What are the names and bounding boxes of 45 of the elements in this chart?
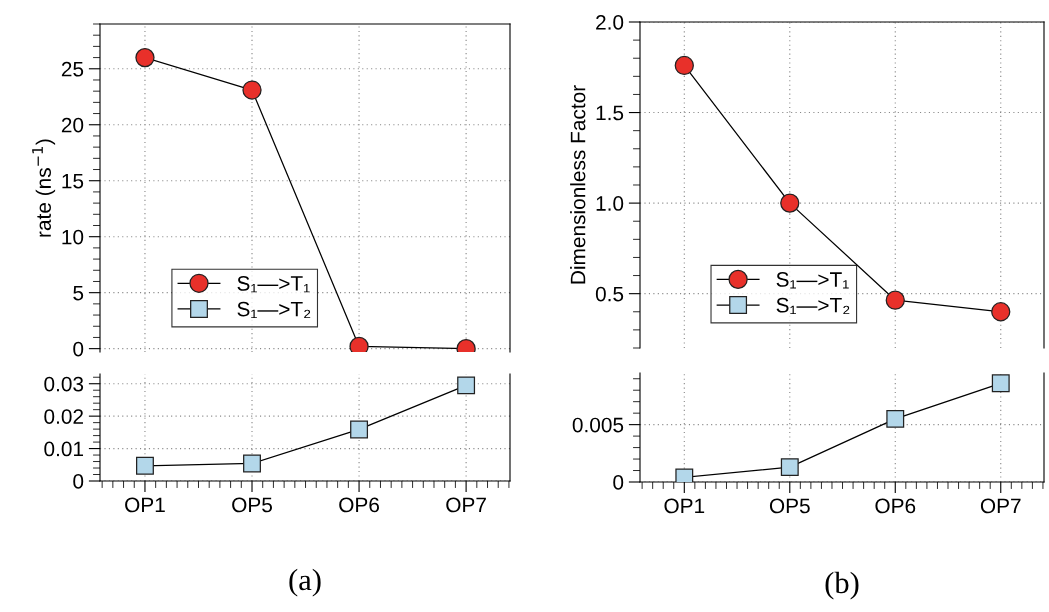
x-tick-label: OP1: [125, 497, 165, 513]
point: [135, 47, 155, 68]
x-tick-label: OP7: [980, 498, 1021, 514]
y-tick-label: 0.005: [572, 417, 624, 433]
point: [457, 376, 476, 395]
point: [243, 454, 261, 473]
x-tick-label: OP5: [232, 497, 272, 513]
point: [885, 290, 905, 310]
point: [350, 420, 369, 439]
text: (a): [289, 568, 321, 597]
y-tick-label: 0.01: [44, 441, 84, 457]
point: [674, 55, 694, 76]
point: [991, 374, 1010, 393]
y-tick-label: 0: [613, 475, 624, 490]
y-tick-label: 2.0: [596, 15, 624, 30]
x-tick-label: OP7: [446, 497, 486, 513]
point: [780, 458, 799, 477]
y-tick-label: 0.5: [595, 286, 624, 302]
y-tick-label: 1.0: [596, 196, 624, 211]
point: [991, 302, 1011, 322]
x-tick-label: OP6: [339, 497, 379, 513]
legend-label: S₁—>T₁: [776, 272, 849, 289]
text: (b): [825, 571, 859, 600]
y-tick-label: 10: [62, 229, 84, 245]
y-tick-label: 20: [61, 117, 84, 133]
y-tick-label: 0: [73, 341, 84, 357]
point: [886, 409, 905, 428]
point: [136, 456, 154, 475]
y-tick-label: 0.02: [44, 409, 83, 424]
legend-label: S₁—>T₁: [237, 276, 310, 293]
y-tick-label: 25: [61, 61, 84, 77]
y-tick-label: 1.5: [596, 105, 624, 121]
x-tick-label: OP1: [664, 498, 705, 514]
x-tick-label: OP6: [875, 498, 916, 514]
legend-label: S₁—>T₂: [237, 301, 311, 319]
y-axis-title: rate (ns$^{−1}$): [32, 139, 56, 237]
point: [780, 193, 800, 213]
x-tick-label: OP5: [769, 498, 810, 514]
y-tick-label: 0.03: [44, 376, 84, 392]
legend-label: S₁—>T₂: [776, 297, 850, 315]
y-tick-label: 0: [73, 474, 84, 489]
y-tick-label: 15: [62, 173, 84, 189]
y-tick-label: 5: [73, 285, 84, 301]
y-axis-title: Dimensionless Factor: [570, 85, 586, 284]
point: [242, 80, 262, 100]
